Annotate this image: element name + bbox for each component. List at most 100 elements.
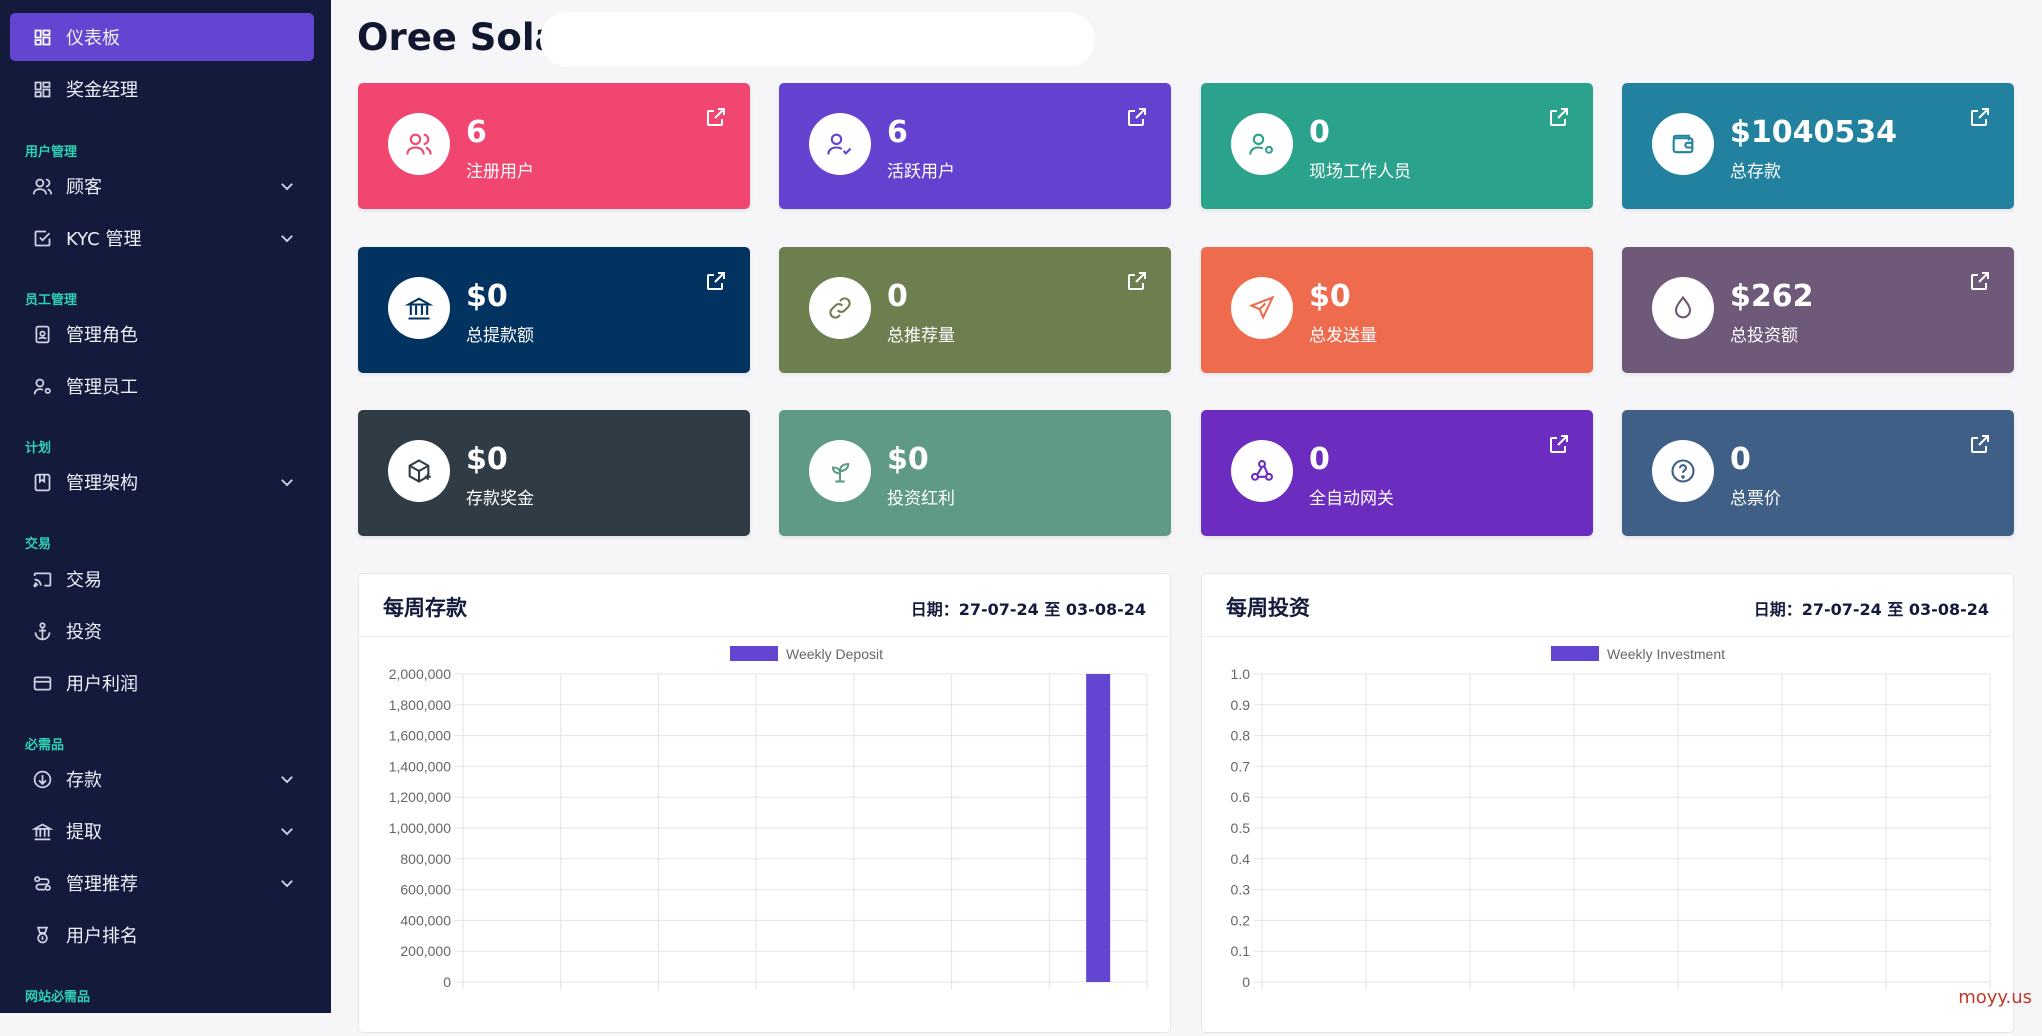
sidebar-item-bonus-manager[interactable]: 奖金经理 bbox=[10, 65, 314, 113]
y-tick-label: 0.4 bbox=[1231, 851, 1251, 867]
weekly-deposit-panel: 每周存款 日期：27-07-24 至 03-08-24 Weekly Depos… bbox=[358, 573, 1171, 1033]
bank-icon bbox=[405, 297, 433, 320]
sidebar-item-manage-referrals[interactable]: 管理推荐 bbox=[10, 859, 314, 907]
stat-card-active-users[interactable]: 6 活跃用户 bbox=[779, 83, 1171, 209]
y-tick-label: 0.2 bbox=[1231, 912, 1251, 928]
sidebar-item-label: 管理员工 bbox=[66, 377, 138, 398]
external-link-icon[interactable] bbox=[1968, 105, 1992, 129]
stat-card-registered-users[interactable]: 6 注册用户 bbox=[358, 83, 750, 209]
external-link-icon[interactable] bbox=[1125, 269, 1149, 293]
legend-swatch bbox=[730, 646, 778, 661]
section-label-site-essentials: 网站必需品 bbox=[25, 990, 91, 1005]
send-icon bbox=[1248, 295, 1275, 320]
external-link-icon[interactable] bbox=[1547, 432, 1571, 456]
stat-card-total-investment[interactable]: $262 总投资额 bbox=[1622, 247, 2014, 373]
sidebar: 仪表板 奖金经理 用户管理 顾客 KYC 管理 员工管理 管理角色 管理员工 计… bbox=[0, 0, 331, 1013]
sidebar-item-label: 管理架构 bbox=[66, 473, 138, 494]
legend-label: Weekly Investment bbox=[1607, 646, 1725, 662]
sidebar-item-label: 仪表板 bbox=[66, 28, 120, 49]
section-label-essentials: 必需品 bbox=[25, 738, 65, 753]
y-tick-label: 0.1 bbox=[1231, 943, 1251, 959]
sidebar-item-label: KYC 管理 bbox=[66, 229, 142, 250]
stat-label: 存款奖金 bbox=[466, 489, 534, 509]
weekly-investment-panel: 每周投资 日期：27-07-24 至 03-08-24 Weekly Inves… bbox=[1201, 573, 2014, 1033]
stat-label: 总投资额 bbox=[1730, 326, 1798, 346]
stat-card-total-withdrawals[interactable]: $0 总提款额 bbox=[358, 247, 750, 373]
users-icon bbox=[406, 133, 432, 155]
stat-value: 0 bbox=[1309, 115, 1330, 150]
stat-label: 总票价 bbox=[1730, 489, 1781, 509]
sidebar-item-label: 用户排名 bbox=[66, 926, 138, 947]
dashboard-icon bbox=[30, 77, 54, 101]
sidebar-item-label: 用户利润 bbox=[66, 674, 138, 695]
sidebar-item-manage-schema[interactable]: 管理架构 bbox=[10, 458, 314, 506]
stat-value: $0 bbox=[887, 442, 929, 477]
stat-card-deposit-bonus[interactable]: $0 存款奖金 bbox=[358, 410, 750, 536]
stat-card-total-sent[interactable]: $0 总发送量 bbox=[1201, 247, 1593, 373]
stat-value: 6 bbox=[466, 115, 487, 150]
y-tick-label: 1,600,000 bbox=[389, 728, 451, 744]
medal-icon bbox=[30, 923, 54, 947]
y-tick-label: 0.7 bbox=[1231, 758, 1251, 774]
weekly-investment-chart: Weekly Investment 1.0 0.9 0.8 0.7 0.6 0.5 0.4 0.… bbox=[1231, 646, 1991, 990]
bank-icon bbox=[30, 819, 54, 843]
y-tick-label: 1,200,000 bbox=[389, 789, 451, 805]
chevron-down-icon bbox=[281, 235, 293, 243]
sidebar-item-transactions[interactable]: 交易 bbox=[10, 555, 314, 603]
sidebar-item-investments[interactable]: 投资 bbox=[10, 607, 314, 655]
external-link-icon[interactable] bbox=[704, 105, 728, 129]
link-icon bbox=[829, 297, 851, 319]
panel-title: 每周投资 bbox=[1226, 596, 1310, 620]
external-link-icon[interactable] bbox=[1125, 105, 1149, 129]
y-tick-label: 1,400,000 bbox=[389, 758, 451, 774]
stat-label: 注册用户 bbox=[466, 162, 534, 182]
external-link-icon[interactable] bbox=[1968, 432, 1992, 456]
sidebar-item-kyc[interactable]: KYC 管理 bbox=[10, 214, 314, 262]
stat-card-auto-gateway[interactable]: 0 全自动网关 bbox=[1201, 410, 1593, 536]
chevron-down-icon bbox=[281, 828, 293, 836]
panel-date-range: 日期：27-07-24 至 03-08-24 bbox=[910, 600, 1146, 619]
sidebar-item-label: 顾客 bbox=[66, 177, 102, 198]
section-label-user-management: 用户管理 bbox=[25, 145, 78, 160]
sidebar-item-customers[interactable]: 顾客 bbox=[10, 162, 314, 210]
help-circle-icon bbox=[1671, 459, 1695, 483]
stat-card-total-deposits[interactable]: $1040534 总存款 bbox=[1622, 83, 2014, 209]
stat-label: 总存款 bbox=[1730, 162, 1781, 182]
stat-card-total-tickets[interactable]: 0 总票价 bbox=[1622, 410, 2014, 536]
external-link-icon[interactable] bbox=[704, 269, 728, 293]
stat-label: 总推荐量 bbox=[887, 326, 955, 346]
stat-value: 0 bbox=[1309, 442, 1330, 477]
sidebar-item-deposits[interactable]: 存款 bbox=[10, 755, 314, 803]
external-link-icon[interactable] bbox=[1547, 105, 1571, 129]
sidebar-item-user-ranking[interactable]: 用户排名 bbox=[10, 911, 314, 959]
dashboard-icon bbox=[30, 25, 54, 49]
wallet-icon bbox=[1672, 134, 1694, 154]
redacted-area bbox=[540, 12, 1095, 67]
stat-label: 现场工作人员 bbox=[1309, 162, 1411, 182]
panel-date-range: 日期：27-07-24 至 03-08-24 bbox=[1753, 600, 1989, 619]
users-icon bbox=[30, 174, 54, 198]
stat-card-total-referrals[interactable]: 0 总推荐量 bbox=[779, 247, 1171, 373]
id-badge-icon bbox=[30, 322, 54, 346]
sidebar-item-label: 管理推荐 bbox=[66, 874, 138, 895]
y-tick-label: 0.5 bbox=[1231, 820, 1251, 836]
stat-card-investment-dividend[interactable]: $0 投资红利 bbox=[779, 410, 1171, 536]
stat-card-field-staff[interactable]: 0 现场工作人员 bbox=[1201, 83, 1593, 209]
section-label-transactions: 交易 bbox=[25, 537, 52, 552]
sidebar-item-withdrawals[interactable]: 提取 bbox=[10, 807, 314, 855]
sidebar-item-manage-roles[interactable]: 管理角色 bbox=[10, 310, 314, 358]
user-gear-icon bbox=[30, 374, 54, 398]
stat-label: 总发送量 bbox=[1309, 326, 1377, 346]
sidebar-item-user-profits[interactable]: 用户利润 bbox=[10, 659, 314, 707]
sidebar-item-dashboard[interactable]: 仪表板 bbox=[10, 13, 314, 61]
external-link-icon[interactable] bbox=[1968, 269, 1992, 293]
credit-card-icon bbox=[30, 671, 54, 695]
sidebar-item-label: 奖金经理 bbox=[66, 80, 138, 101]
stat-label: 活跃用户 bbox=[887, 162, 955, 182]
section-label-plans: 计划 bbox=[25, 441, 52, 456]
section-label-staff-management: 员工管理 bbox=[25, 293, 78, 308]
box-plus-icon bbox=[408, 459, 431, 483]
sidebar-item-label: 存款 bbox=[66, 770, 102, 791]
stat-value: $1040534 bbox=[1730, 115, 1897, 150]
sidebar-item-manage-staff[interactable]: 管理员工 bbox=[10, 362, 314, 410]
